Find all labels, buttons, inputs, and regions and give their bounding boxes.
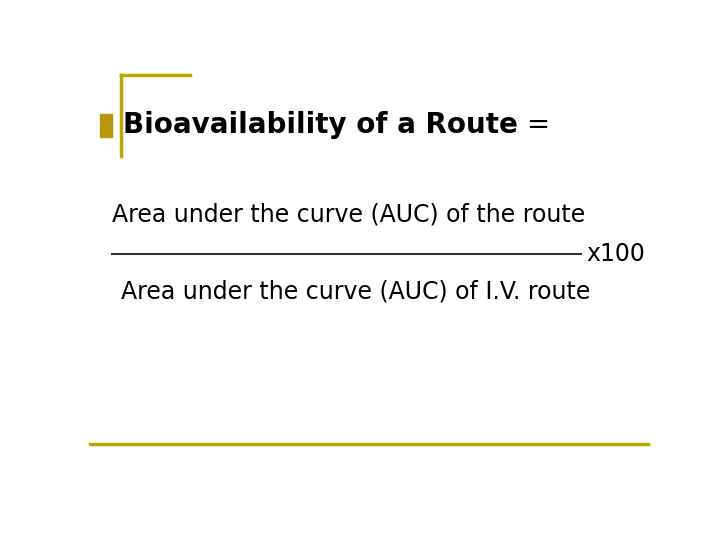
- Text: Area under the curve (AUC) of I.V. route: Area under the curve (AUC) of I.V. route: [121, 279, 590, 303]
- Text: Area under the curve (AUC) of the route: Area under the curve (AUC) of the route: [112, 202, 585, 226]
- Text: Bioavailability of a Route: Bioavailability of a Route: [124, 111, 518, 139]
- Text: x100: x100: [587, 242, 646, 266]
- Bar: [100, 113, 112, 137]
- Text: =: =: [518, 111, 551, 139]
